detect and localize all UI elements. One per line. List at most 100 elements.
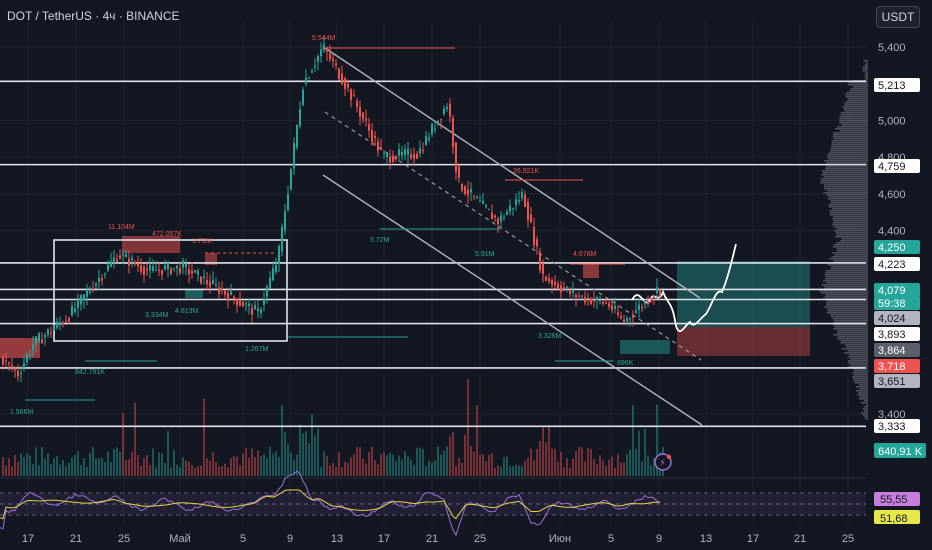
volume-bar <box>389 452 391 476</box>
candle-body <box>233 296 235 299</box>
volume-bar <box>224 463 226 476</box>
supply-zone <box>205 253 217 265</box>
candle-body <box>53 327 55 331</box>
volume-bar <box>395 460 397 476</box>
volume-bar <box>47 453 49 476</box>
candle-body <box>113 257 115 264</box>
candle-body <box>266 286 268 297</box>
candle-body <box>170 268 172 274</box>
volume-profile-bar <box>860 412 868 414</box>
volume-profile-bar <box>849 90 868 92</box>
volume-bar <box>245 448 247 476</box>
lightning-icon <box>654 453 672 471</box>
candle-body <box>347 83 349 88</box>
volume-annotation: 472.057K <box>152 231 182 238</box>
candle-body <box>485 205 487 207</box>
volume-bar <box>230 458 232 476</box>
candle-body <box>128 258 130 266</box>
price-label-badge <box>874 296 920 310</box>
rsi-line <box>0 470 661 537</box>
volume-bar <box>323 451 325 476</box>
volume-profile-bar <box>864 416 868 418</box>
volume-bar <box>470 446 472 476</box>
volume-profile-bar <box>820 182 868 184</box>
candle-body <box>257 308 259 312</box>
price-label-badge <box>874 374 920 388</box>
candle-body <box>353 95 355 97</box>
volume-profile-bar <box>828 206 868 208</box>
volume-profile-bar <box>821 170 868 172</box>
price-tick: 4,600 <box>878 189 906 201</box>
volume-profile-bar <box>850 364 868 366</box>
volume-profile-bar <box>821 284 868 286</box>
candle-body <box>38 333 40 342</box>
volume-profile-bar <box>825 276 868 278</box>
candle-body <box>611 305 613 311</box>
candle-body <box>416 153 418 159</box>
volume-bar <box>401 459 403 476</box>
supply-zone <box>583 264 599 278</box>
rsi-pane: 55,55 51,68 <box>0 470 920 537</box>
volume-bar <box>584 461 586 476</box>
volume-bar <box>335 467 337 476</box>
volume-bar <box>296 454 298 476</box>
candle-body <box>596 297 598 301</box>
volume-profile-bar <box>833 220 868 222</box>
price-tick: 5,000 <box>878 115 906 127</box>
candle-body <box>104 273 106 275</box>
volume-bar <box>155 467 157 476</box>
candle-body <box>62 323 64 325</box>
candle-body <box>470 189 472 193</box>
volume-bar <box>275 451 277 476</box>
candle-body <box>446 107 448 109</box>
candle-body <box>641 307 643 309</box>
candle-body <box>86 290 88 297</box>
currency-button[interactable]: USDT <box>876 6 920 28</box>
volume-bar <box>452 431 454 476</box>
volume-bar <box>50 464 52 476</box>
price-label-badge <box>874 419 920 433</box>
volume-profile-bar <box>833 260 868 262</box>
candle-body <box>548 278 550 282</box>
candle-body <box>365 118 367 121</box>
volume-profile-bar <box>865 404 868 406</box>
candle-body <box>461 183 463 191</box>
volume-bar <box>53 458 55 476</box>
candle-body <box>392 156 394 163</box>
volume-bar <box>341 467 343 476</box>
volume-profile-bar <box>827 264 868 266</box>
candle-body <box>362 112 364 119</box>
volume-bar <box>80 465 82 476</box>
volume-profile-bar <box>844 344 868 346</box>
price-label: 3,864 <box>878 345 906 357</box>
candle-body <box>332 58 334 61</box>
volume-bar <box>308 443 310 476</box>
volume-profile-bar <box>854 382 868 384</box>
volume-profile-bar <box>823 280 868 282</box>
volume-profile-bar <box>853 380 868 382</box>
candle-body <box>407 148 409 155</box>
volume-profile-bar <box>828 158 868 160</box>
volume-profile-bar <box>827 190 868 192</box>
volume-profile-bar <box>833 244 868 246</box>
volume-profile-bar <box>845 346 868 348</box>
candle-body <box>620 316 622 319</box>
candle-body <box>464 186 466 195</box>
candle-body <box>617 312 619 316</box>
candle-body <box>251 307 253 315</box>
volume-bar <box>125 460 127 476</box>
volume-bar <box>530 448 532 476</box>
candle-body <box>557 283 559 290</box>
volume-profile-bar <box>826 194 868 196</box>
volume-bar <box>581 447 583 476</box>
volume-bar <box>29 455 31 476</box>
volume-bar <box>371 446 373 476</box>
volume-profile-bar <box>823 306 868 308</box>
volume-bar <box>572 458 574 476</box>
time-tick: 13 <box>331 533 343 545</box>
candle-body <box>269 277 271 289</box>
volume-bar <box>32 464 34 476</box>
volume-profile-bar <box>826 300 868 302</box>
candle-body <box>116 259 118 262</box>
